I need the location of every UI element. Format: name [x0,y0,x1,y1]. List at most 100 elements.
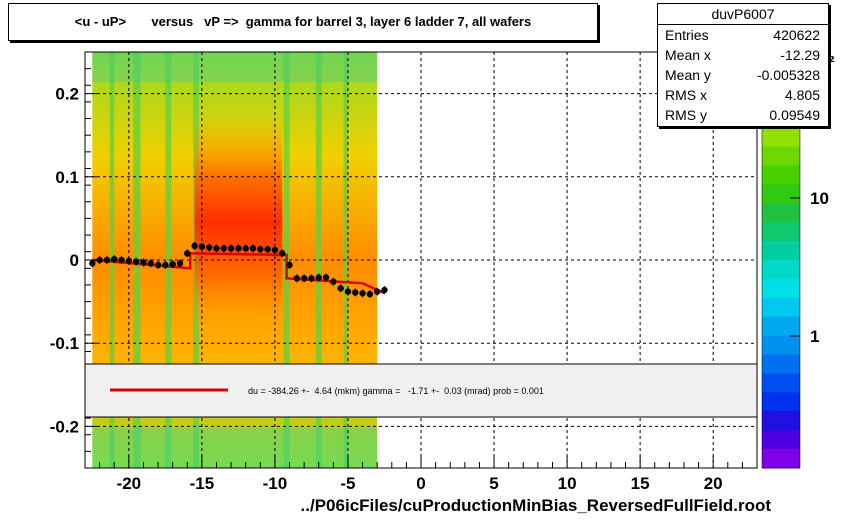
profile-point [300,275,308,282]
profile-point [235,245,242,252]
profile-point [96,256,103,264]
profile-point [249,245,257,252]
profile-point [337,285,344,292]
stats-histogram-name: duvP6007 [658,4,828,25]
profile-point [111,255,118,263]
colorbar-segment [762,165,800,185]
profile-point [352,289,359,296]
x-tick-label: -20 [117,474,142,493]
y-tick-label: 0.2 [55,85,79,104]
profile-point [373,288,381,295]
color-scale-bar: 11010² [761,51,835,469]
profile-point [205,244,213,251]
chart-title: <u - uP> versus vP => gamma for barrel 3… [74,14,532,29]
profile-point [359,290,366,297]
x-tick-label: -5 [340,474,355,493]
y-tick-label: 0.1 [55,168,79,187]
colorbar-segment [762,146,800,166]
stats-value: -0.005328 [756,67,820,83]
profile-point [154,261,162,269]
grid-lines [85,52,757,468]
fit-legend-box: du = -384.26 +- 4.64 (mkm) gamma = -1.71… [84,363,758,418]
heatmap-top-fade [92,52,378,82]
profile-point [279,250,286,257]
stats-label: Entries [665,27,709,43]
profile-point [140,259,147,266]
profile-point [315,274,322,281]
colorbar-segment [762,278,800,299]
stats-row-mean-y: Mean y -0.005328 [658,65,828,85]
profile-point [198,243,206,250]
profile-point [118,256,125,264]
colorbar-segment [762,411,800,431]
colorbar-segment [762,297,800,318]
profile-point [147,260,154,267]
profile-point [344,288,352,295]
profile-point [293,275,301,282]
profile-point [184,250,191,257]
profile-point [330,278,337,285]
x-tick-label: 0 [416,474,425,493]
colorbar-segment [762,222,800,242]
colorbar-segment [762,392,800,412]
fit-legend-text: du = -384.26 +- 4.64 (mkm) gamma = -1.71… [248,386,544,396]
colorbar-segment [762,203,800,223]
heatmap-bottom-fade [92,428,378,468]
stats-value: 420622 [773,27,820,43]
profile-point [381,286,388,294]
profile-point [125,257,133,265]
x-tick-label: 5 [489,474,498,493]
fit-line [92,252,386,295]
profile-point [89,260,96,267]
colorbar-segment [762,316,800,337]
profile-point [264,245,271,253]
stats-value: -12.29 [780,47,820,63]
stats-row-mean-x: Mean x -12.29 [658,45,828,65]
y-tick-label: 0 [70,251,79,270]
colorbar-segment [762,354,800,374]
footer-filename: ../P06icFiles/cuProductionMinBias_Revers… [300,496,771,515]
stats-label: RMS y [665,107,707,123]
stats-label: RMS x [665,87,707,103]
fit-line-path [92,252,386,295]
profile-point [220,245,227,252]
heatmap-hot-region [194,112,283,332]
x-tick-label: -10 [263,474,288,493]
profile-point [308,275,315,282]
title-box: <u - uP> versus vP => gamma for barrel 3… [8,3,598,41]
axes: -20 -15 -10 -5 0 5 10 15 20 -0.2 -0.1 0 0.1 0.2 [50,51,758,493]
profile-point [132,258,140,265]
heatmap-stripe [315,52,322,468]
profile-point [169,260,176,268]
profile-point [227,245,235,252]
stats-label: Mean y [665,67,711,83]
stats-row-rms-x: RMS x 4.805 [658,85,828,105]
colorbar-segment [762,184,800,204]
stats-row-rms-y: RMS y 0.09549 [658,105,828,125]
profile-point [162,261,169,269]
stats-box: duvP6007 Entries 420622 Mean x -12.29 Mean… [657,3,829,127]
profile-point [366,290,374,298]
profile-point [176,260,184,267]
y-tick-label: -0.2 [50,417,79,436]
profile-point [271,246,279,254]
stats-row-entries: Entries 420622 [658,25,828,45]
x-tick-label: 15 [631,474,650,493]
colorbar-segment [762,430,800,450]
colorbar-tick-label: 1 [810,327,819,346]
x-tick-label: 10 [558,474,577,493]
stats-label: Mean x [665,47,711,63]
x-tick-label: 20 [704,474,723,493]
stats-value: 4.805 [784,87,820,103]
colorbar-segment [762,449,800,469]
profile-point [242,245,249,252]
profile-point [257,245,264,253]
x-tick-label: -15 [190,474,215,493]
profile-point [191,242,198,250]
colorbar-segment [762,260,800,280]
colorbar-segment [762,335,800,356]
profile-point [103,256,111,264]
profile-point [286,261,293,269]
y-tick-label: -0.1 [50,334,79,353]
